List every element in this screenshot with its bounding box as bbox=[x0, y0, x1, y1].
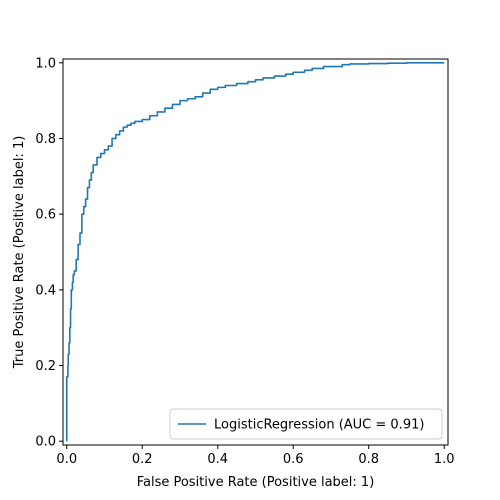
y-axis-label: True Positive Rate (Positive label: 1) bbox=[12, 136, 27, 370]
y-ticks: 0.0 0.2 0.4 0.6 0.8 1.0 bbox=[35, 56, 63, 450]
legend: LogisticRegression (AUC = 0.91) bbox=[169, 408, 443, 440]
y-tick-label: 0.2 bbox=[35, 359, 56, 374]
y-tick-label: 0.8 bbox=[35, 132, 56, 147]
x-tick-label: 0.0 bbox=[56, 452, 77, 467]
y-tick-label: 0.6 bbox=[35, 208, 56, 223]
series-layer bbox=[65, 61, 445, 442]
legend-entry-label: LogisticRegression (AUC = 0.91) bbox=[214, 418, 424, 433]
x-tick-label: 0.4 bbox=[207, 452, 228, 467]
plot-area bbox=[62, 58, 449, 446]
x-axis-label: False Positive Rate (Positive label: 1) bbox=[137, 475, 375, 490]
y-tick-label: 0.4 bbox=[35, 283, 56, 298]
x-tick-label: 0.2 bbox=[132, 452, 153, 467]
roc-curve-line bbox=[65, 61, 445, 442]
x-tick-label: 0.8 bbox=[358, 452, 379, 467]
x-tick-label: 0.6 bbox=[283, 452, 304, 467]
x-ticks: 0.0 0.2 0.4 0.6 0.8 1.0 bbox=[56, 445, 455, 467]
legend-box bbox=[169, 408, 443, 440]
x-tick-label: 1.0 bbox=[434, 452, 455, 467]
axes-frame bbox=[62, 58, 449, 446]
y-tick-label: 0.0 bbox=[35, 435, 56, 450]
y-tick-label: 1.0 bbox=[35, 56, 56, 71]
